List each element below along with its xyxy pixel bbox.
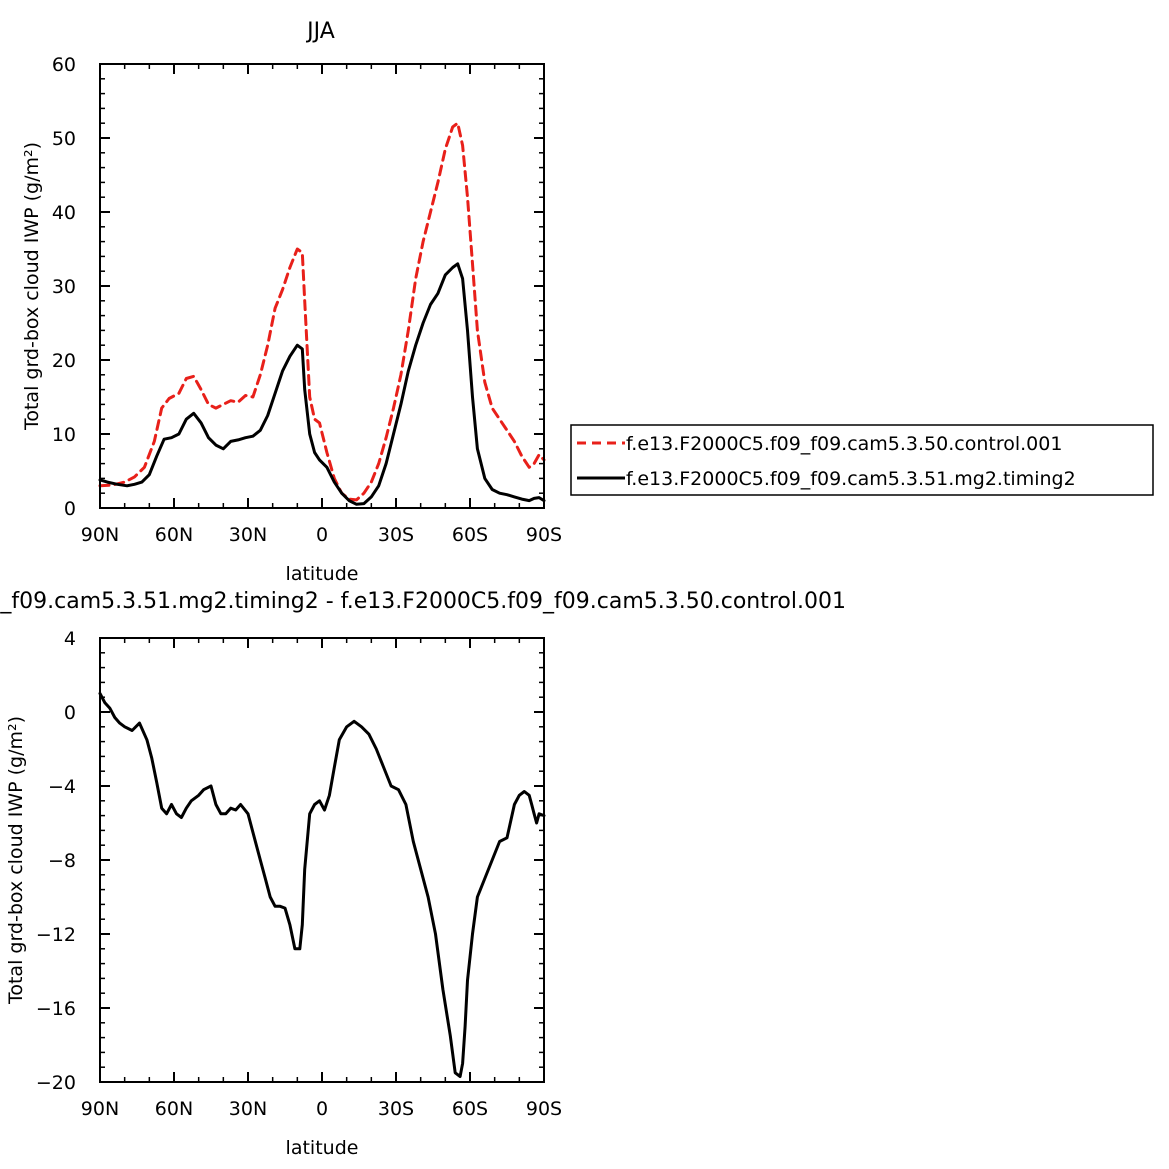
y-tick-label: −16 [36,998,76,1020]
top-line-chart: JJA 90N 60N 30N 0 30S 60S 90S 0 10 20 30 40 50 60 lat… [21,19,1154,585]
bottom-y-axis-label: Total grd-box cloud IWP (g/m²) [5,716,27,1005]
series-line-0 [98,692,546,1078]
y-tick-label: 30 [52,276,76,298]
x-tick-label: 30S [378,524,414,546]
bottom-x-axis-label: latitude [286,1137,359,1159]
x-tick-label: 60N [155,1098,193,1120]
x-tick-label: 60N [155,524,193,546]
top-x-axis-label: latitude [286,563,359,585]
bottom-chart-series [98,692,546,1078]
y-tick-label: −20 [36,1072,76,1094]
top-y-axis-label: Total grd-box cloud IWP (g/m²) [21,142,43,431]
y-tick-label: 60 [52,54,76,76]
y-tick-label: −8 [48,850,76,872]
y-tick-label: 4 [64,628,76,650]
x-tick-label: 30N [229,1098,267,1120]
x-tick-label: 90N [81,1098,119,1120]
y-tick-label: 0 [64,702,76,724]
top-plot-frame [99,63,545,509]
bottom-chart-ticks [99,637,545,1083]
bottom-difference-chart: f.e13.F2000C5.f09_f09.cam5.3.51.mg2.timi… [0,589,846,1159]
x-tick-label: 0 [316,1098,328,1120]
bottom-plot-frame [99,637,545,1083]
x-tick-label: 90S [526,1098,562,1120]
series-line-1 [98,262,546,506]
x-tick-label: 60S [452,1098,488,1120]
x-tick-label: 90N [81,524,119,546]
top-chart-tick-labels: 90N 60N 30N 0 30S 60S 90S 0 10 20 30 40 50 60 [52,54,562,546]
y-tick-label: −4 [48,776,76,798]
legend-box [570,424,1154,496]
legend-label-control: f.e13.F2000C5.f09_f09.cam5.3.50.control.… [626,433,1062,455]
legend: f.e13.F2000C5.f09_f09.cam5.3.50.control.… [570,424,1154,496]
x-tick-label: 90S [526,524,562,546]
x-tick-label: 0 [316,524,328,546]
bottom-chart-title: f.e13.F2000C5.f09_f09.cam5.3.51.mg2.timi… [0,589,846,614]
y-tick-label: 50 [52,128,76,150]
x-tick-label: 30N [229,524,267,546]
y-tick-label: 0 [64,498,76,520]
series-line-0 [98,121,546,502]
y-tick-label: −12 [36,924,76,946]
bottom-chart-tick-labels: 90N 60N 30N 0 30S 60S 90S 4 0 −4 −8 −12 −16 −20 [36,628,562,1120]
legend-label-timing2: f.e13.F2000C5.f09_f09.cam5.3.51.mg2.timi… [626,468,1076,490]
top-chart-title: JJA [305,19,335,44]
y-tick-label: 20 [52,350,76,372]
y-tick-label: 10 [52,424,76,446]
top-chart-series [98,121,546,506]
x-tick-label: 60S [452,524,488,546]
x-tick-label: 30S [378,1098,414,1120]
y-tick-label: 40 [52,202,76,224]
